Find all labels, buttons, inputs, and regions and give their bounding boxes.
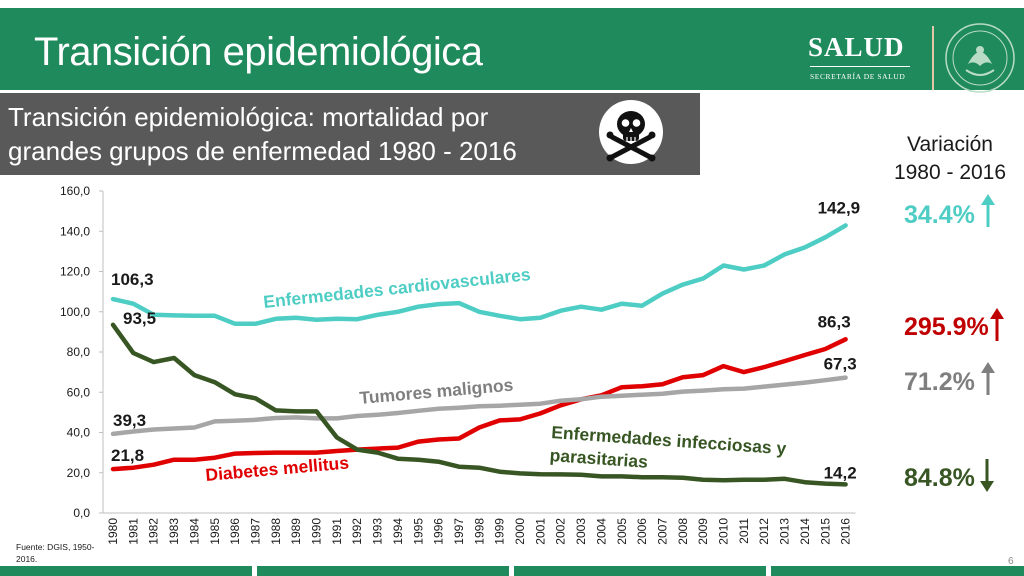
- start-value-label: 39,3: [113, 411, 146, 430]
- arrow-up-icon: [981, 362, 995, 395]
- x-tick-label: 1996: [432, 518, 446, 545]
- x-tick-label: 1986: [228, 518, 242, 545]
- x-tick-label: 2005: [615, 518, 629, 545]
- mortality-line-chart: 0,020,040,060,080,0100,0120,0140,0160,0 …: [60, 184, 860, 545]
- x-tick-label: 2007: [655, 518, 669, 545]
- y-axis-tick-labels: 0,0 20,0 40,0 60,0 80,0 100,0 120,0 140,0 160,0: [60, 184, 90, 520]
- x-tick-label: 2015: [818, 518, 832, 545]
- footer-bar-segment: [514, 566, 766, 576]
- logo-text: SALUD: [808, 32, 905, 62]
- x-tick-label: 1987: [248, 518, 262, 545]
- arrow-down-icon: [980, 459, 994, 492]
- x-tick-label: 1984: [187, 518, 201, 545]
- logo-divider: [932, 26, 934, 90]
- x-tick-label: 2011: [737, 518, 751, 544]
- x-tick-label: 2000: [513, 518, 527, 545]
- y-tick-label: 100,0: [60, 305, 90, 319]
- tumores-line: [110, 375, 848, 437]
- end-value-label: 67,3: [824, 355, 857, 374]
- series-label-infecciosas: Enfermedades infecciosas yparasitarias: [549, 422, 787, 481]
- salud-logo: SALUD SECRETARÍA DE SALUD: [800, 18, 1024, 96]
- variation-value-cardiovascular: 34.4%: [904, 201, 975, 229]
- logo-subtext: SECRETARÍA DE SALUD: [810, 72, 906, 81]
- variation-value-diabetes: 295.9%: [904, 313, 989, 341]
- cardiovascular-line: [110, 223, 848, 327]
- footer-bar-segment: [771, 566, 1024, 576]
- header: Transición epidemiológica SALUD SECRETAR…: [0, 0, 1024, 93]
- x-tick-label: 1992: [350, 518, 364, 545]
- end-value-label: 86,3: [818, 312, 851, 331]
- x-tick-label: 2003: [574, 518, 588, 545]
- x-tick-label: 2002: [554, 518, 568, 545]
- x-tick-label: 1983: [167, 518, 181, 545]
- arrow-up-icon: [981, 194, 995, 227]
- x-tick-label: 1995: [411, 518, 425, 545]
- variation-value-tumores: 71.2%: [904, 368, 975, 396]
- y-tick-label: 60,0: [67, 385, 91, 399]
- subtitle-box: Transición epidemiológica: mortalidad po…: [0, 93, 700, 175]
- infecciosas-line: [110, 322, 848, 487]
- footer-bar-segment: [257, 566, 509, 576]
- x-tick-label: 1990: [310, 518, 324, 545]
- start-value-label: 21,8: [111, 446, 144, 465]
- chart-subtitle: Transición epidemiológica: mortalidad po…: [8, 102, 517, 166]
- series-label-cardiovascular: Enfermedades cardiovasculares: [262, 264, 531, 312]
- data-value-labels: 106,3 142,9 21,8 86,3 39,3 67,3 93,5 14,2: [111, 198, 860, 482]
- y-tick-label: 40,0: [67, 426, 91, 440]
- x-tick-label: 1980: [106, 518, 120, 545]
- y-tick-label: 160,0: [60, 184, 90, 198]
- x-tick-label: 1994: [391, 518, 405, 545]
- x-tick-label: 1998: [472, 518, 486, 545]
- variation-value-infecciosas: 84.8%: [904, 464, 975, 492]
- coat-of-arms-seal-icon: [945, 23, 1015, 93]
- y-tick-label: 140,0: [60, 224, 90, 238]
- x-tick-label: 1981: [126, 518, 140, 545]
- x-tick-label: 1982: [147, 518, 161, 545]
- x-tick-label: 1985: [208, 518, 222, 545]
- variation-title-line2: 1980 - 2016: [893, 161, 1007, 184]
- x-tick-label: 2014: [798, 518, 812, 545]
- x-tick-label: 1993: [371, 518, 385, 545]
- logo-rule: [810, 66, 910, 67]
- x-tick-label: 1991: [330, 518, 344, 545]
- x-tick-label: 2012: [757, 518, 771, 545]
- x-tick-label: 2006: [635, 518, 649, 545]
- chart-axes: [99, 190, 856, 514]
- x-tick-label: 1999: [493, 518, 507, 545]
- variation-title-line1: Variación: [907, 133, 993, 156]
- variation-title: Variación 1980 - 2016: [880, 131, 1020, 187]
- end-value-label: 14,2: [824, 463, 857, 482]
- skull-crossbones-icon: [599, 100, 663, 164]
- x-tick-label: 2016: [839, 518, 853, 545]
- x-tick-label: 1988: [269, 518, 283, 545]
- diabetes-line: [110, 337, 848, 472]
- arrow-up-icon: [990, 308, 1004, 341]
- header-band: Transición epidemiológica SALUD SECRETAR…: [0, 8, 1024, 93]
- x-tick-label: 1997: [452, 518, 466, 545]
- x-tick-label: 2001: [533, 518, 547, 545]
- series-lines: [110, 223, 848, 487]
- y-tick-label: 20,0: [67, 466, 91, 480]
- end-value-label: 142,9: [818, 198, 861, 217]
- source-footnote: Fuente: DGIS, 1950-2016.: [16, 542, 95, 564]
- x-tick-label: 2008: [676, 518, 690, 545]
- y-tick-label: 80,0: [67, 345, 91, 359]
- x-tick-label: 2010: [717, 518, 731, 545]
- start-value-label: 93,5: [123, 309, 156, 328]
- x-tick-label: 2009: [696, 518, 710, 545]
- x-tick-label: 2004: [594, 518, 608, 545]
- page-title: Transición epidemiológica: [34, 30, 483, 74]
- x-tick-label: 2013: [778, 518, 792, 545]
- y-tick-label: 120,0: [60, 265, 90, 279]
- x-tick-label: 1989: [289, 518, 303, 545]
- y-tick-label: 0,0: [73, 506, 90, 520]
- start-value-label: 106,3: [111, 270, 154, 289]
- series-label-tumores: Tumores malignos: [359, 375, 515, 408]
- page-number: 6: [1008, 556, 1014, 567]
- x-axis-tick-labels: 1980 1981 1982 1983 1984 1985 1986 1987 1988 1989…: [106, 518, 853, 545]
- footer-bar-segment: [0, 566, 252, 576]
